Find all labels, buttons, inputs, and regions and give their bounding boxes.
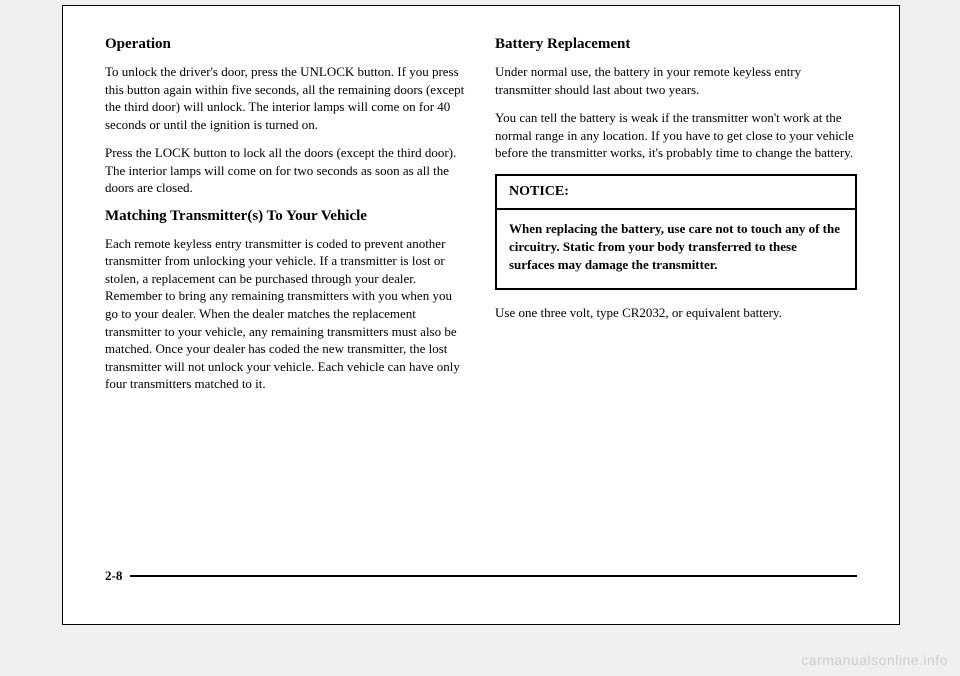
footer-rule xyxy=(130,575,857,577)
battery-para-3: Use one three volt, type CR2032, or equi… xyxy=(495,304,857,322)
right-column: Battery Replacement Under normal use, th… xyxy=(495,36,857,404)
notice-body: When replacing the battery, use care not… xyxy=(497,210,855,289)
battery-para-2: You can tell the battery is weak if the … xyxy=(495,109,857,162)
operation-heading: Operation xyxy=(105,36,467,53)
operation-para-1: To unlock the driver's door, press the U… xyxy=(105,63,467,133)
notice-box: NOTICE: When replacing the battery, use … xyxy=(495,174,857,291)
battery-para-1: Under normal use, the battery in your re… xyxy=(495,63,857,98)
manual-page: Operation To unlock the driver's door, p… xyxy=(62,5,900,625)
left-column: Operation To unlock the driver's door, p… xyxy=(105,36,467,404)
matching-heading: Matching Transmitter(s) To Your Vehicle xyxy=(105,208,467,225)
watermark: carmanualsonline.info xyxy=(801,652,948,668)
two-column-layout: Operation To unlock the driver's door, p… xyxy=(105,36,857,404)
matching-para: Each remote keyless entry transmitter is… xyxy=(105,235,467,393)
battery-heading: Battery Replacement xyxy=(495,36,857,53)
page-number: 2-8 xyxy=(105,568,122,584)
page-footer: 2-8 xyxy=(105,568,857,584)
operation-para-2: Press the LOCK button to lock all the do… xyxy=(105,144,467,197)
notice-title: NOTICE: xyxy=(497,176,855,210)
